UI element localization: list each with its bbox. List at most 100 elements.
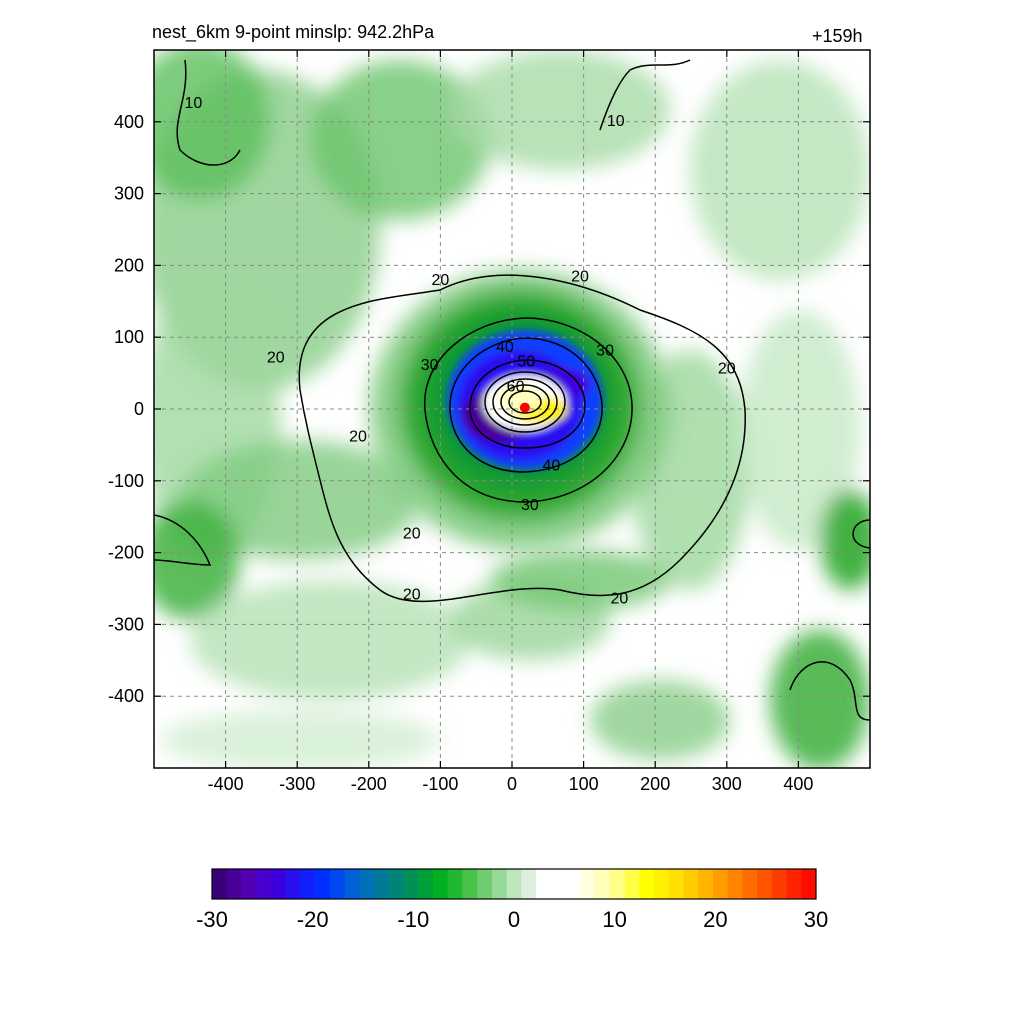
colorbar-frame bbox=[211, 868, 817, 900]
colorbar-cell bbox=[757, 869, 773, 899]
colorbar-labels: -30 -20 -10 0 10 20 30 bbox=[196, 907, 828, 932]
colorbar-tick-label: 30 bbox=[804, 907, 828, 932]
x-tick-label: -200 bbox=[351, 774, 387, 794]
colorbar-cell bbox=[521, 869, 537, 899]
contour-inner-3 bbox=[508, 390, 542, 414]
colorbar-cell bbox=[698, 869, 714, 899]
y-tick-label: 300 bbox=[114, 184, 144, 204]
colorbar-cell bbox=[580, 869, 596, 899]
contour-label: 30 bbox=[521, 497, 539, 514]
axis-ticks: -400 -300 -200 -100 0 100 200 300 40040030020010… bbox=[108, 50, 870, 794]
colorbar-tick-label: -10 bbox=[397, 907, 429, 932]
contour-label: 20 bbox=[403, 587, 421, 604]
x-tick-label: 400 bbox=[783, 774, 813, 794]
colorbar-tick-label: 10 bbox=[602, 907, 626, 932]
colorbar-cell bbox=[727, 869, 743, 899]
colorbar-cell bbox=[712, 869, 729, 899]
contour-30 bbox=[424, 317, 633, 503]
colorbar-cell bbox=[491, 869, 508, 899]
colorbar-cell bbox=[315, 869, 331, 899]
colorbar-cell bbox=[506, 869, 522, 899]
colorbar-cell bbox=[771, 869, 788, 899]
colorbar-tick-label: -30 bbox=[196, 907, 228, 932]
colorbar-cell bbox=[653, 869, 670, 899]
contour-inner-2 bbox=[500, 384, 550, 420]
contour-sw bbox=[154, 514, 212, 566]
contour-50 bbox=[469, 359, 586, 449]
colorbar-cell bbox=[226, 869, 242, 899]
y-tick-label: -400 bbox=[108, 686, 144, 706]
contour-e bbox=[852, 519, 870, 549]
contour-label: 40 bbox=[496, 339, 514, 356]
colorbar-cell bbox=[388, 869, 405, 899]
colorbar-tick-label: -20 bbox=[297, 907, 329, 932]
x-tick-label: 100 bbox=[569, 774, 599, 794]
contour-inner-1 bbox=[492, 378, 558, 426]
contour-label: 20 bbox=[267, 350, 285, 367]
colorbar-cell bbox=[609, 869, 625, 899]
colorbar-cell bbox=[285, 869, 301, 899]
colorbar-cell bbox=[624, 869, 640, 899]
y-tick-label: 0 bbox=[134, 399, 144, 419]
contour-label: 20 bbox=[611, 590, 629, 607]
colorbar-cell bbox=[270, 869, 287, 899]
contour-20 bbox=[298, 274, 746, 603]
colorbar-cell bbox=[300, 869, 316, 899]
contour-label: 30 bbox=[596, 343, 614, 360]
colorbar-cell bbox=[668, 869, 684, 899]
x-tick-label: -300 bbox=[279, 774, 315, 794]
colorbar-cell bbox=[683, 869, 699, 899]
contour-label: 20 bbox=[432, 272, 450, 289]
colorbar-cell bbox=[801, 869, 817, 899]
colorbar-cell bbox=[565, 869, 581, 899]
colorbar-cell bbox=[212, 869, 228, 899]
colorbar-cell bbox=[241, 869, 257, 899]
colorbar-cell bbox=[374, 869, 390, 899]
colorbar-cell bbox=[786, 869, 802, 899]
y-tick-label: -300 bbox=[108, 614, 144, 634]
shaded-field bbox=[154, 50, 870, 768]
x-tick-label: -400 bbox=[208, 774, 244, 794]
x-tick-label: 200 bbox=[640, 774, 670, 794]
contour-label: 20 bbox=[571, 269, 589, 286]
y-tick-label: 100 bbox=[114, 327, 144, 347]
colorbar-cell bbox=[432, 869, 449, 899]
colorbar-tick-label: 0 bbox=[508, 907, 520, 932]
contour-se bbox=[789, 661, 870, 721]
y-tick-label: 400 bbox=[114, 112, 144, 132]
contour-label: 10 bbox=[184, 95, 202, 112]
colorbar-cell bbox=[403, 869, 419, 899]
contour-label: 20 bbox=[349, 429, 367, 446]
colorbar-cell bbox=[418, 869, 434, 899]
contour-label: 10 bbox=[607, 113, 625, 130]
contour-label: 20 bbox=[718, 361, 736, 378]
y-tick-label: 200 bbox=[114, 255, 144, 275]
colorbar-cell bbox=[329, 869, 346, 899]
colorbar-cell bbox=[639, 869, 655, 899]
colorbar-cell bbox=[462, 869, 478, 899]
colorbar-cell bbox=[344, 869, 360, 899]
colorbar-cells bbox=[212, 869, 817, 899]
contour-10-ne bbox=[599, 59, 691, 131]
contour-label: 20 bbox=[403, 526, 421, 543]
colorbar: -30 -20 -10 0 10 20 30 bbox=[196, 868, 828, 932]
contour-40 bbox=[449, 337, 603, 473]
storm-center-marker bbox=[519, 402, 530, 413]
colorbar-cell bbox=[359, 869, 375, 899]
y-tick-label: -100 bbox=[108, 471, 144, 491]
contour-lines bbox=[154, 59, 870, 721]
contour-label: 60 bbox=[507, 378, 525, 395]
colorbar-cell bbox=[477, 869, 493, 899]
colorbar-cell bbox=[742, 869, 758, 899]
x-tick-label: 300 bbox=[712, 774, 742, 794]
colorbar-cell bbox=[550, 869, 567, 899]
contour-60 bbox=[484, 371, 566, 433]
colorbar-tick-label: 20 bbox=[703, 907, 727, 932]
colorbar-cell bbox=[595, 869, 611, 899]
y-tick-label: -200 bbox=[108, 543, 144, 563]
x-tick-label: -100 bbox=[422, 774, 458, 794]
colorbar-cell bbox=[447, 869, 463, 899]
